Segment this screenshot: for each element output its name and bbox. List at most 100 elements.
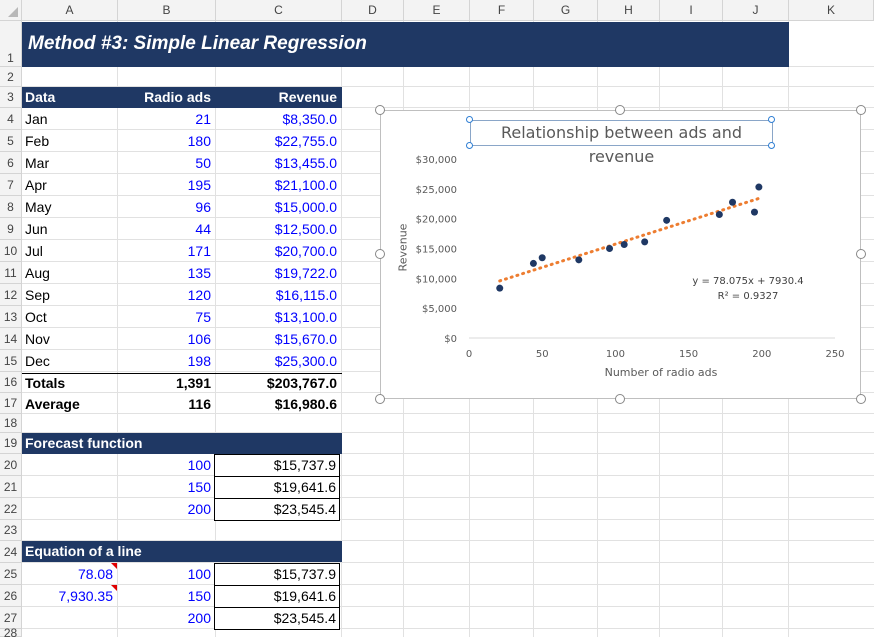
average-ads[interactable]: 116 — [188, 396, 211, 412]
radio-ads-cell[interactable]: 120 — [187, 287, 211, 303]
month-cell[interactable]: Jan — [25, 111, 48, 127]
chart-handle-ml[interactable] — [375, 249, 385, 259]
data-point[interactable] — [750, 208, 758, 216]
data-point[interactable] — [496, 284, 504, 292]
row-header-2[interactable]: 2 — [0, 67, 22, 87]
row-header-24[interactable]: 24 — [0, 541, 22, 563]
header-radio-ads[interactable]: Radio ads — [144, 89, 211, 105]
title-handle-tr[interactable] — [768, 116, 775, 123]
revenue-cell[interactable]: $16,115.0 — [275, 287, 337, 303]
row-header-7[interactable]: 7 — [0, 174, 22, 196]
column-header-a[interactable]: A — [22, 0, 118, 21]
title-handle-bl[interactable] — [466, 142, 473, 149]
equation-ads-cell[interactable]: 200 — [187, 610, 211, 626]
revenue-cell[interactable]: $21,100.0 — [274, 177, 337, 193]
radio-ads-cell[interactable]: 135 — [187, 265, 211, 281]
month-cell[interactable]: Jun — [25, 221, 48, 237]
average-revenue[interactable]: $16,980.6 — [274, 396, 337, 412]
radio-ads-cell[interactable]: 96 — [195, 199, 211, 215]
row-header-21[interactable]: 21 — [0, 476, 22, 498]
row-header-13[interactable]: 13 — [0, 306, 22, 328]
data-point[interactable] — [575, 256, 583, 264]
radio-ads-cell[interactable]: 198 — [187, 353, 211, 369]
revenue-cell[interactable]: $13,455.0 — [274, 155, 337, 171]
revenue-cell[interactable]: $8,350.0 — [282, 111, 338, 127]
chart-title-box[interactable]: Relationship between ads and revenue — [470, 120, 773, 166]
radio-ads-cell[interactable]: 195 — [187, 177, 211, 193]
revenue-cell[interactable]: $15,000.0 — [274, 199, 337, 215]
month-cell[interactable]: Oct — [25, 309, 47, 325]
equation-title[interactable]: Equation of a line — [25, 543, 142, 559]
month-cell[interactable]: May — [25, 199, 52, 215]
month-cell[interactable]: Nov — [25, 331, 50, 347]
intercept-cell[interactable]: 7,930.35 — [58, 588, 114, 604]
chart-handle-tm[interactable] — [615, 105, 625, 115]
chart-handle-tl[interactable] — [375, 105, 385, 115]
month-cell[interactable]: Dec — [25, 353, 50, 369]
slope-comment-indicator[interactable] — [111, 563, 117, 569]
row-header-8[interactable]: 8 — [0, 196, 22, 218]
y-axis-label[interactable]: Revenue — [396, 223, 410, 272]
radio-ads-cell[interactable]: 106 — [187, 331, 211, 347]
totals-ads[interactable]: 1,391 — [175, 375, 211, 391]
month-cell[interactable]: Aug — [25, 265, 50, 281]
chart-handle-bm[interactable] — [615, 394, 625, 404]
totals-revenue[interactable]: $203,767.0 — [266, 375, 337, 391]
data-point[interactable] — [663, 216, 671, 224]
title-handle-br[interactable] — [768, 142, 775, 149]
chart-handle-tr[interactable] — [856, 105, 866, 115]
radio-ads-cell[interactable]: 180 — [187, 133, 211, 149]
row-header-9[interactable]: 9 — [0, 218, 22, 240]
equation-ads-cell[interactable]: 100 — [187, 566, 211, 582]
month-cell[interactable]: Feb — [25, 133, 50, 149]
month-cell[interactable]: Mar — [25, 155, 50, 171]
column-header-c[interactable]: C — [216, 0, 342, 21]
data-point[interactable] — [715, 210, 723, 218]
data-point[interactable] — [729, 198, 737, 206]
row-header-16[interactable]: 16 — [0, 372, 22, 393]
row-header-14[interactable]: 14 — [0, 328, 22, 350]
row-header-25[interactable]: 25 — [0, 563, 22, 585]
sheet-title[interactable]: Method #3: Simple Linear Regression — [28, 33, 367, 54]
forecast-result-cell[interactable]: $23,545.4 — [214, 498, 340, 521]
chart-handle-mr[interactable] — [856, 249, 866, 259]
select-all-corner[interactable] — [0, 0, 22, 21]
trendline[interactable] — [498, 196, 761, 283]
title-handle-tl[interactable] — [466, 116, 473, 123]
radio-ads-cell[interactable]: 44 — [195, 221, 211, 237]
row-header-27[interactable]: 27 — [0, 607, 22, 629]
equation-result-cell[interactable]: $15,737.9 — [214, 563, 340, 586]
month-cell[interactable]: Apr — [25, 177, 47, 193]
data-point[interactable] — [641, 238, 649, 246]
data-point[interactable] — [538, 254, 546, 262]
row-header-18[interactable]: 18 — [0, 414, 22, 433]
row-header-19[interactable]: 19 — [0, 433, 22, 454]
equation-result-cell[interactable]: $19,641.6 — [214, 585, 340, 608]
radio-ads-cell[interactable]: 21 — [195, 111, 211, 127]
average-label[interactable]: Average — [25, 396, 80, 412]
row-header-10[interactable]: 10 — [0, 240, 22, 262]
column-header-f[interactable]: F — [470, 0, 534, 21]
intercept-comment-indicator[interactable] — [111, 585, 117, 591]
column-header-b[interactable]: B — [118, 0, 216, 21]
x-axis-label[interactable]: Number of radio ads — [604, 366, 718, 379]
forecast-result-cell[interactable]: $15,737.9 — [214, 454, 340, 477]
scatter-chart[interactable]: $0 $5,000 $10,000 $15,000 $20,000 $25,000 $30,… — [380, 110, 861, 399]
row-header-17[interactable]: 17 — [0, 393, 22, 414]
revenue-cell[interactable]: $15,670.0 — [274, 331, 337, 347]
data-point[interactable] — [755, 183, 763, 191]
row-header-6[interactable]: 6 — [0, 152, 22, 174]
data-point[interactable] — [529, 259, 537, 267]
row-header-15[interactable]: 15 — [0, 350, 22, 372]
chart-handle-br[interactable] — [856, 394, 866, 404]
revenue-cell[interactable]: $25,300.0 — [274, 353, 337, 369]
row-header-1[interactable]: 1 — [0, 21, 22, 67]
trendline-r-squared[interactable]: R² = 0.9327 — [717, 291, 779, 302]
column-header-i[interactable]: I — [660, 0, 723, 21]
slope-cell[interactable]: 78.08 — [77, 566, 113, 582]
row-header-28[interactable]: 28 — [0, 627, 22, 637]
row-header-12[interactable]: 12 — [0, 284, 22, 306]
radio-ads-cell[interactable]: 171 — [187, 243, 211, 259]
chart-handle-bl[interactable] — [375, 394, 385, 404]
revenue-cell[interactable]: $19,722.0 — [274, 265, 337, 281]
